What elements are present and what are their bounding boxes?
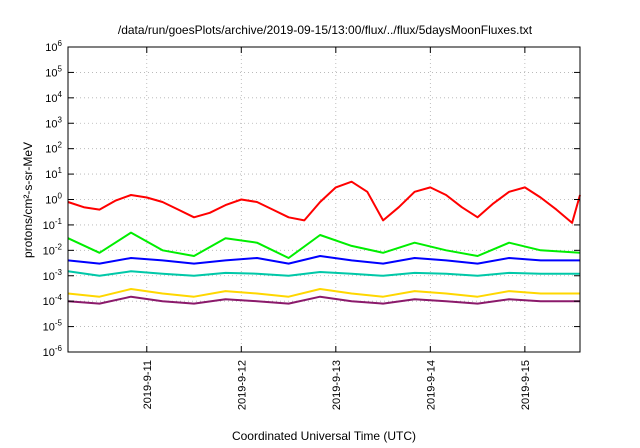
y-tick-label: 10-1	[43, 217, 63, 232]
series-lines	[67, 180, 581, 305]
series-line-1	[67, 180, 581, 224]
x-axis-ticks: 2019-9-11 2019-9-12 2019-9-13 2019-9-14 2019…	[142, 47, 532, 410]
y-tick-label: 106	[45, 39, 62, 54]
x-axis-label: Coordinated Universal Time (UTC)	[232, 429, 416, 443]
y-tick-label: 102	[45, 141, 62, 156]
y-tick-label: 10-2	[43, 242, 63, 257]
x-tick-label: 2019-9-14	[425, 360, 437, 410]
x-tick-label: 2019-9-15	[520, 360, 532, 410]
y-tick-label: 105	[45, 64, 62, 79]
y-axis-ticks: 10-6 10-5 10-4 10-3 10-2 10-1 100 101 102 103 104 1…	[43, 39, 580, 359]
chart-title: /data/run/goesPlots/archive/2019-09-15/1…	[118, 23, 533, 37]
series-line-3	[67, 255, 580, 265]
series-line-5	[67, 288, 580, 298]
y-tick-label: 10-4	[43, 293, 63, 308]
y-tick-label: 103	[45, 115, 62, 130]
y-tick-label: 101	[45, 166, 62, 181]
y-tick-label: 10-5	[43, 319, 63, 334]
x-tick-label: 2019-9-13	[331, 360, 343, 410]
y-tick-label: 10-6	[43, 344, 63, 359]
y-axis-label: protons/cm²-s-sr-MeV	[21, 142, 35, 258]
series-line-4	[67, 270, 580, 277]
y-tick-label: 100	[45, 192, 62, 207]
series-line-2	[67, 231, 581, 259]
x-tick-label: 2019-9-12	[236, 360, 248, 410]
y-tick-label: 104	[45, 90, 62, 105]
x-tick-label: 2019-9-11	[142, 360, 154, 409]
series-line-6	[67, 295, 580, 305]
y-tick-label: 10-3	[43, 268, 63, 283]
